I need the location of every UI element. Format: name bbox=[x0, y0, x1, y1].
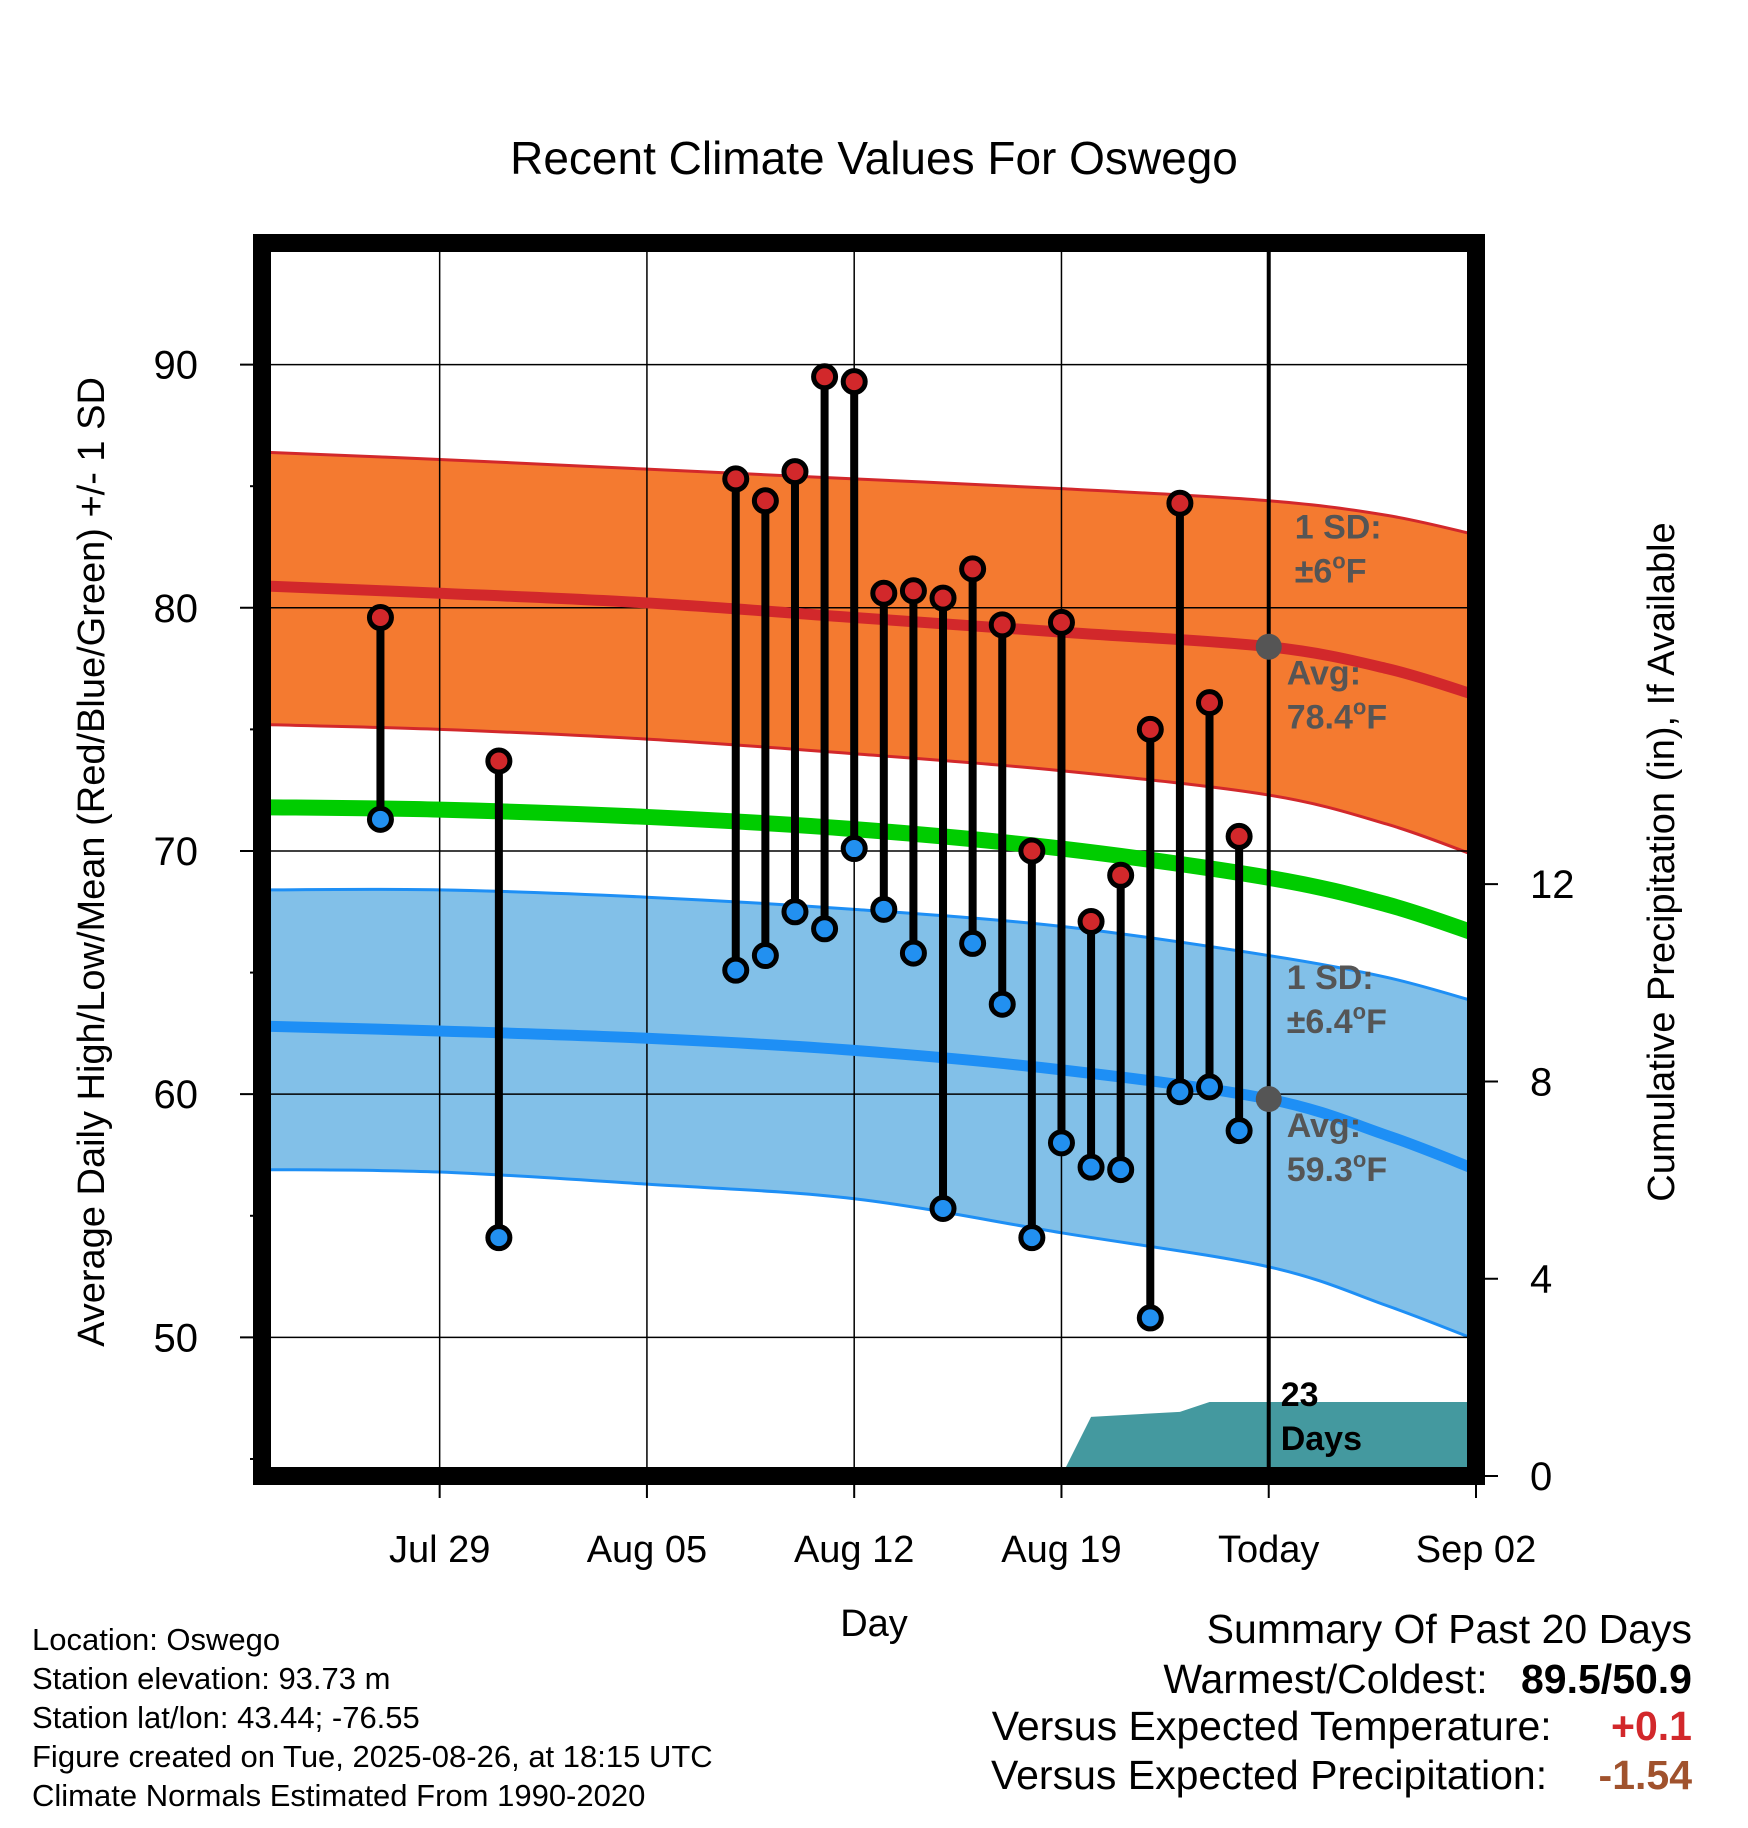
observed-low-point bbox=[840, 835, 868, 863]
low-sd-lower-line bbox=[261, 1168, 1477, 1342]
observed-high-point bbox=[1018, 837, 1046, 865]
normal-high-line bbox=[261, 580, 1478, 701]
observed-high-point bbox=[1225, 822, 1253, 850]
x-tick-label: Sep 02 bbox=[1416, 1529, 1536, 1571]
warm-cold-label: Warmest/Coldest: bbox=[1163, 1656, 1488, 1702]
observed-high-point bbox=[870, 579, 898, 607]
low-sd-value: ±6.4oF bbox=[1287, 999, 1387, 1041]
precip-label: Versus Expected Precipitation: bbox=[991, 1752, 1548, 1798]
summary-precip: Versus Expected Precipitation: -1.54 bbox=[991, 1752, 1692, 1799]
observed-low-point bbox=[988, 990, 1016, 1018]
warm-cold-value: 89.5/50.9 bbox=[1521, 1656, 1692, 1702]
low-avg-title: Avg: bbox=[1287, 1107, 1361, 1145]
observed-high-point bbox=[1047, 608, 1075, 636]
location-text: Location: Oswego bbox=[32, 1622, 281, 1657]
high-sd-value: ±6oF bbox=[1295, 549, 1367, 591]
low-sd-band bbox=[262, 889, 1476, 1340]
y-axis-label: Average Daily High/Low/Mean (Red/Blue/Gr… bbox=[71, 377, 113, 1347]
low-avg-value: 59.3oF bbox=[1287, 1147, 1387, 1189]
y2-tick-label: 4 bbox=[1530, 1258, 1552, 1302]
observed-high-point bbox=[959, 555, 987, 583]
temp-value: +0.1 bbox=[1611, 1703, 1692, 1749]
observed-high-point bbox=[722, 465, 750, 493]
observed-high-point bbox=[1196, 689, 1224, 717]
y2-tick-label: 12 bbox=[1530, 863, 1575, 907]
observed-low-point bbox=[1018, 1224, 1046, 1252]
observed-high-point bbox=[1166, 489, 1194, 517]
observed-low-point bbox=[811, 915, 839, 943]
observed-low-point bbox=[959, 929, 987, 957]
chart-title: Recent Climate Values For Oswego bbox=[510, 132, 1238, 184]
high-sd-upper-line bbox=[261, 450, 1477, 537]
observed-low-point bbox=[899, 939, 927, 967]
observed-high-point bbox=[1107, 861, 1135, 889]
observed-low-point bbox=[485, 1224, 513, 1252]
summary-temp: Versus Expected Temperature: +0.1 bbox=[992, 1703, 1692, 1750]
plot-frame bbox=[253, 234, 1485, 1485]
created-text: Figure created on Tue, 2025-08-26, at 18… bbox=[32, 1739, 713, 1774]
x-tick-label: Jul 29 bbox=[389, 1529, 490, 1571]
observed-low-point bbox=[366, 805, 394, 833]
high-avg-title: Avg: bbox=[1287, 655, 1361, 693]
x-tick-label: Today bbox=[1218, 1529, 1319, 1571]
high-avg-value: 78.4oF bbox=[1287, 695, 1387, 737]
y-tick-label: 90 bbox=[154, 344, 199, 388]
observed-low-point bbox=[1196, 1073, 1224, 1101]
y2-tick-label: 0 bbox=[1530, 1455, 1552, 1499]
observed-low-point bbox=[1107, 1156, 1135, 1184]
observed-high-point bbox=[751, 487, 779, 515]
high-sd-title: 1 SD: bbox=[1295, 509, 1382, 547]
observed-high-point bbox=[485, 747, 513, 775]
y-tick-label: 80 bbox=[154, 587, 199, 631]
observed-high-point bbox=[1077, 908, 1105, 936]
y2-tick-label: 8 bbox=[1530, 1060, 1552, 1104]
observed-low-point bbox=[929, 1194, 957, 1222]
low-sd-upper-line bbox=[261, 887, 1477, 1004]
observed-low-point bbox=[1225, 1117, 1253, 1145]
x-tick-label: Aug 05 bbox=[587, 1529, 707, 1571]
observed-low-point bbox=[722, 956, 750, 984]
observed-low-point bbox=[781, 898, 809, 926]
temp-label: Versus Expected Temperature: bbox=[991, 1703, 1552, 1749]
x-tick-label: Aug 19 bbox=[1001, 1529, 1121, 1571]
normal-low-line bbox=[261, 1020, 1478, 1175]
observed-high-point bbox=[811, 363, 839, 391]
y-tick-label: 70 bbox=[154, 830, 199, 874]
observed-high-point bbox=[781, 458, 809, 486]
observed-high-point bbox=[840, 368, 868, 396]
today-high-avg-marker bbox=[1255, 633, 1282, 660]
observed-low-point bbox=[1166, 1078, 1194, 1106]
observed-high-point bbox=[1136, 715, 1164, 743]
observed-high-point bbox=[988, 611, 1016, 639]
summary-title: Summary Of Past 20 Days bbox=[1206, 1606, 1692, 1652]
precip-value: -1.54 bbox=[1598, 1752, 1692, 1798]
station-info: Location: Oswego Station elevation: 93.7… bbox=[32, 1620, 713, 1815]
observed-low-point bbox=[751, 942, 779, 970]
latlon-text: Station lat/lon: 43.44; -76.55 bbox=[32, 1700, 420, 1735]
y-tick-label: 50 bbox=[154, 1316, 199, 1360]
summary-warm-cold: Warmest/Coldest: 89.5/50.9 bbox=[1163, 1656, 1692, 1703]
observed-low-point bbox=[1136, 1304, 1164, 1332]
elevation-text: Station elevation: 93.73 m bbox=[32, 1661, 391, 1696]
day-count-number: 23 bbox=[1281, 1376, 1319, 1414]
observed-high-point bbox=[899, 577, 927, 605]
observed-high-point bbox=[929, 584, 957, 612]
x-tick-label: Aug 12 bbox=[794, 1529, 914, 1571]
observed-low-point bbox=[870, 895, 898, 923]
observed-low-point bbox=[1077, 1153, 1105, 1181]
observed-low-point bbox=[1047, 1129, 1075, 1157]
high-sd-band bbox=[262, 452, 1476, 856]
observed-high-point bbox=[366, 604, 394, 632]
x-axis-label: Day bbox=[840, 1603, 908, 1645]
y-tick-label: 60 bbox=[154, 1073, 199, 1117]
y2-axis-label: Cumulative Precipitation (in), If Availa… bbox=[1641, 522, 1683, 1201]
today-low-avg-marker bbox=[1255, 1086, 1282, 1113]
day-count-label: Days bbox=[1281, 1420, 1362, 1458]
normals-text: Climate Normals Estimated From 1990-2020 bbox=[32, 1778, 646, 1813]
low-sd-title: 1 SD: bbox=[1287, 959, 1374, 997]
